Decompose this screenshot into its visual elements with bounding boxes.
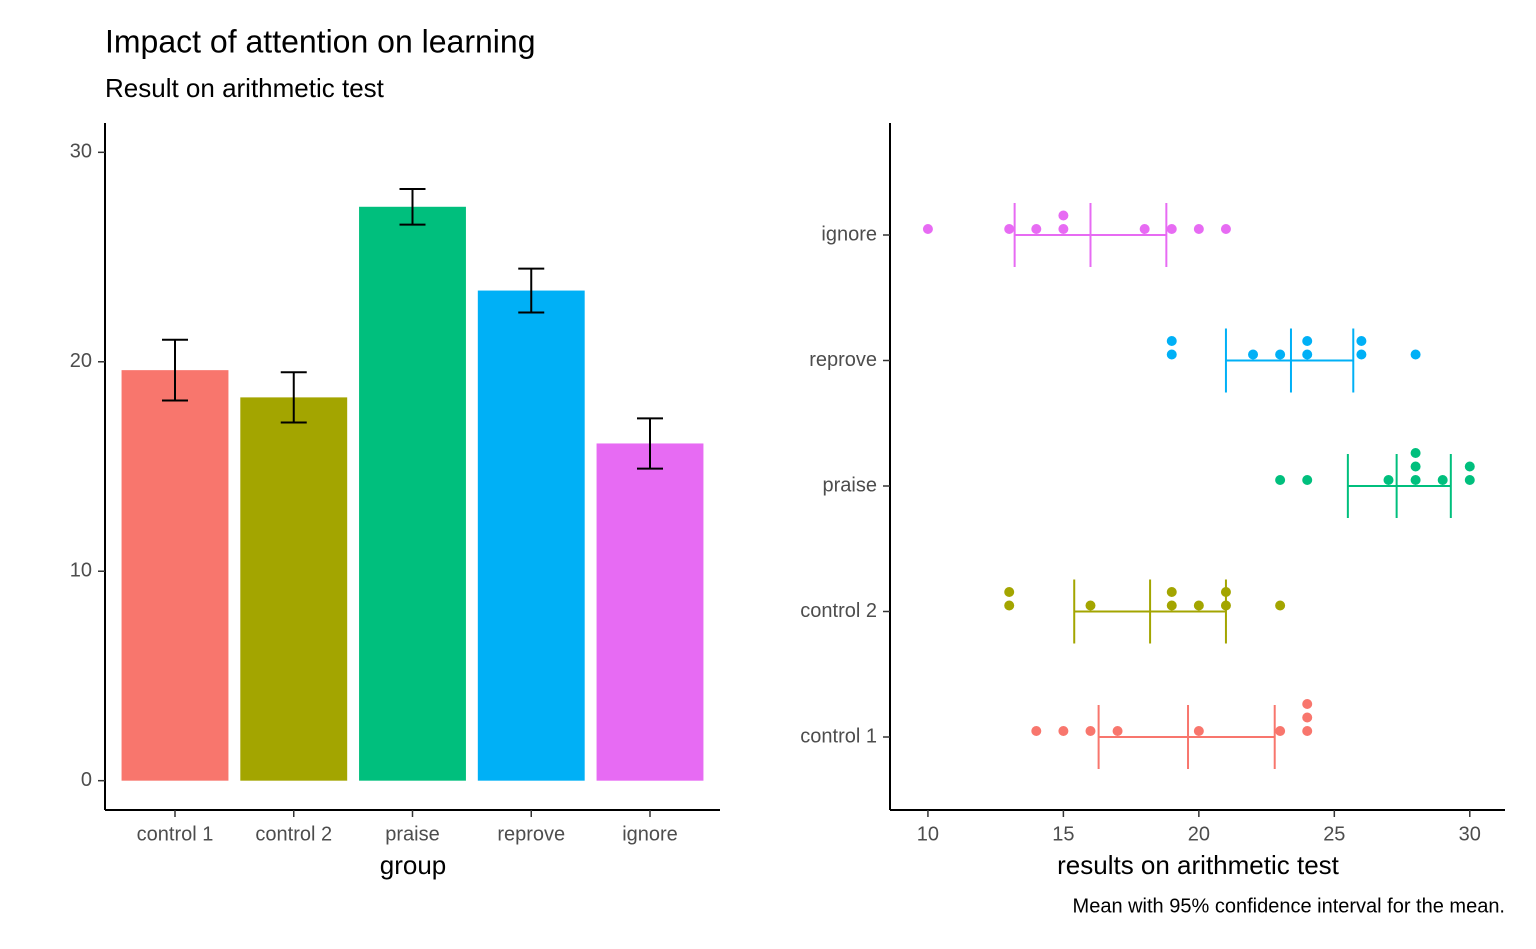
x-tick-label: 15 [1052,823,1074,845]
data-point [1058,210,1069,221]
chart-title: Impact of attention on learning [105,23,536,59]
data-point [1302,726,1313,736]
y-tick-label: 20 [70,350,92,372]
data-point [1275,475,1286,485]
bar [121,370,229,781]
x-axis-title: group [380,850,447,880]
data-point [1166,600,1177,611]
data-point [1410,461,1421,472]
data-point [1031,726,1042,736]
y-tick-label: control 1 [800,725,877,747]
data-point [1004,224,1015,234]
y-tick-label: praise [823,474,877,496]
data-point [1085,600,1096,611]
data-point [1302,336,1313,346]
bar [596,443,704,781]
caption: Mean with 95% confidence interval for th… [1073,895,1505,917]
data-point [1464,475,1475,485]
data-point [1437,475,1448,485]
data-point [1275,349,1286,360]
data-point [1302,349,1313,360]
x-tick-label: control 2 [255,823,332,845]
data-point [1275,726,1286,736]
data-point [1356,349,1367,360]
data-point [1004,587,1015,597]
y-tick-label: control 2 [800,600,877,622]
data-point [1166,224,1177,234]
x-tick-label: praise [385,823,439,845]
data-point [1302,712,1313,723]
data-point [1410,349,1421,360]
data-point [1275,600,1286,611]
data-point [1166,349,1177,360]
data-point [1112,726,1123,736]
data-point [1383,475,1394,485]
bar [359,206,466,781]
data-point [1193,600,1204,611]
data-point [1193,726,1204,736]
y-tick-label: 0 [81,769,92,791]
data-point [1058,224,1069,234]
data-point [1166,336,1177,346]
data-point [1085,726,1096,736]
x-tick-label: 25 [1323,823,1345,845]
x-tick-label: reprove [497,823,565,845]
data-point [1302,699,1313,709]
data-point [1166,587,1177,597]
data-point [1193,224,1204,234]
data-point [1356,336,1367,346]
data-point [1410,448,1421,458]
data-point [1031,224,1042,234]
data-point [1248,349,1259,360]
data-point [922,224,933,234]
chart-subtitle: Result on arithmetic test [105,73,385,103]
x-tick-label: 30 [1459,823,1481,845]
x-tick-label: 20 [1188,823,1210,845]
x-tick-label: 10 [917,823,939,845]
x-tick-label: ignore [622,823,678,845]
data-point [1464,461,1475,472]
bar [240,397,348,781]
data-point [1058,726,1069,736]
data-point [1220,224,1231,234]
y-tick-label: 10 [70,560,92,582]
y-tick-label: reprove [809,349,877,371]
data-point [1302,475,1313,485]
x-axis-title: results on arithmetic test [1057,850,1340,880]
x-tick-label: control 1 [137,823,214,845]
y-tick-label: ignore [821,223,877,245]
y-tick-label: 30 [70,141,92,163]
data-point [1139,224,1150,234]
data-point [1410,475,1421,485]
bar [477,290,585,781]
data-point [1004,600,1015,611]
